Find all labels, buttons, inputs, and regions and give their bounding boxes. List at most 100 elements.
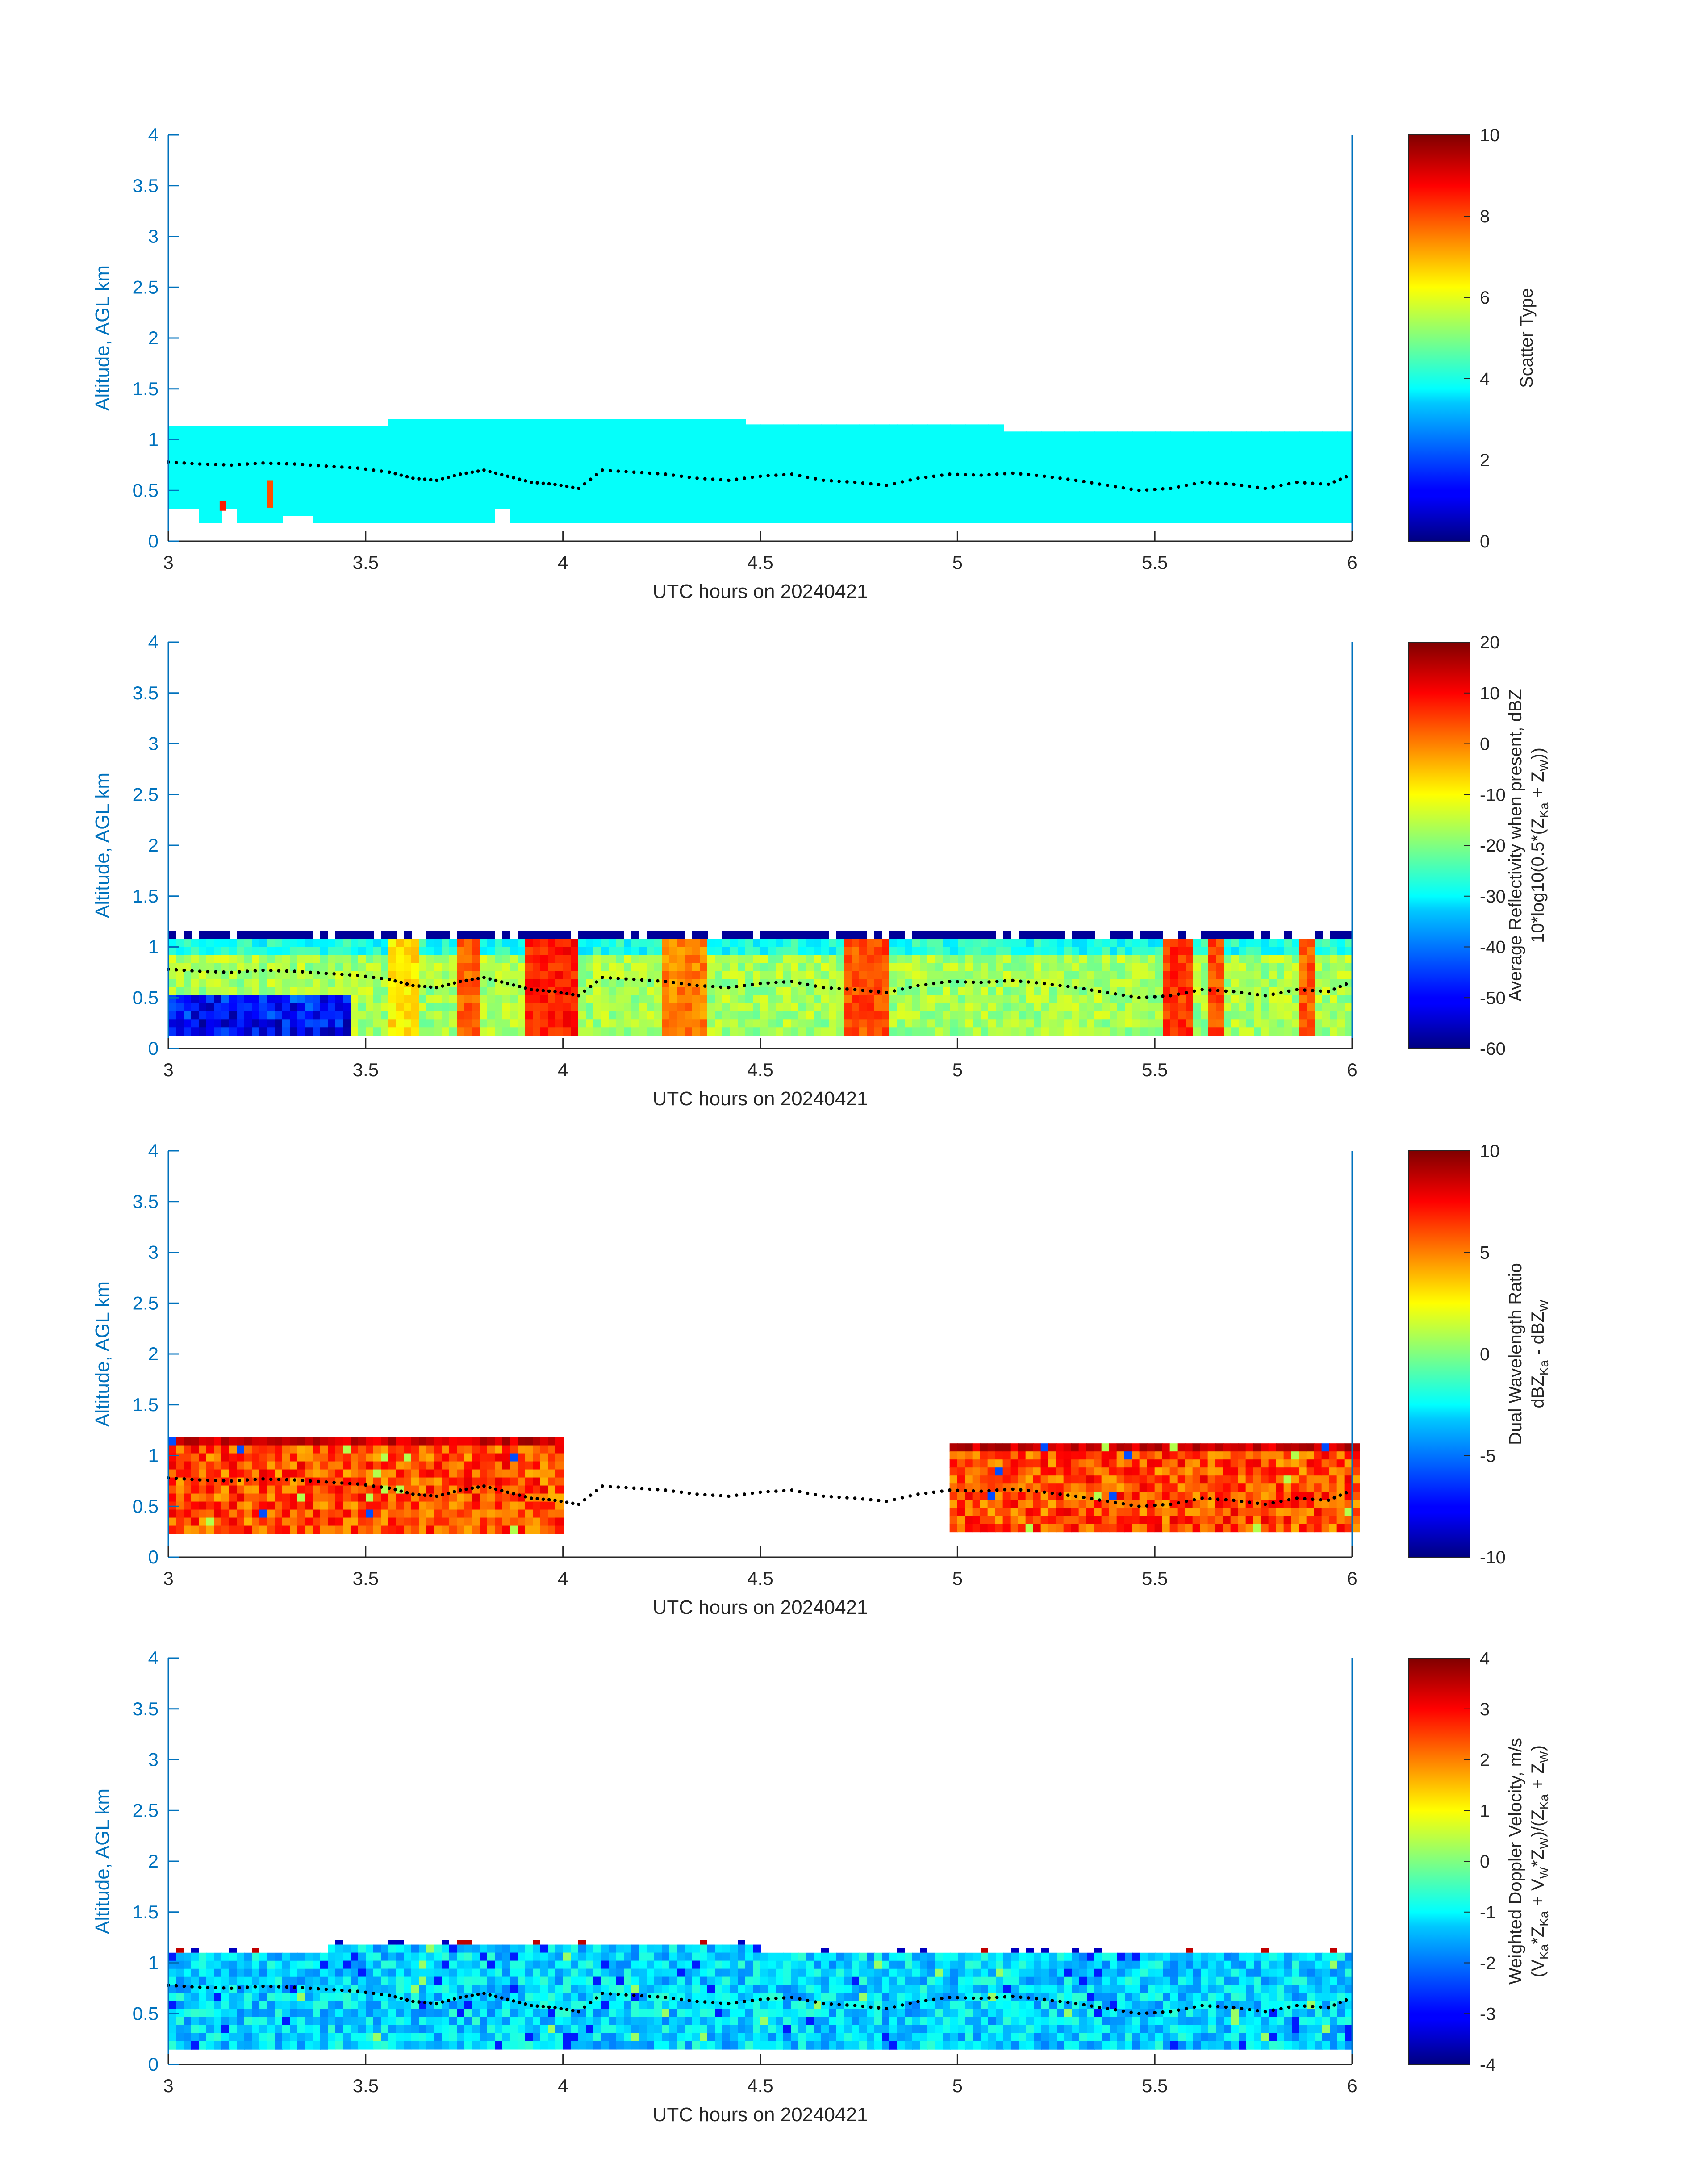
field-cell — [244, 1453, 252, 1462]
field-cell — [647, 1011, 655, 1020]
field-cell — [313, 1952, 321, 1961]
field-cell — [229, 1968, 237, 1977]
field-cell — [1216, 971, 1224, 980]
field-cell — [987, 1475, 996, 1484]
field-cell — [1314, 1483, 1322, 1492]
field-cell — [457, 2017, 465, 2026]
field-cell — [237, 1019, 245, 1028]
field-cell — [1215, 1483, 1224, 1492]
field-cell — [252, 1011, 260, 1020]
field-cell — [434, 1517, 442, 1526]
field-cell — [229, 426, 237, 509]
field-cell — [601, 1003, 609, 1012]
field-cell — [426, 1501, 434, 1510]
field-cell — [949, 1516, 958, 1525]
field-cell — [381, 1985, 389, 1993]
field-cell — [191, 2009, 199, 2018]
field-cell — [1284, 431, 1292, 523]
field-cell — [434, 1461, 442, 1470]
field-cell — [654, 1011, 662, 1020]
field-cell — [586, 1993, 594, 2002]
field-cell — [335, 1976, 343, 1985]
bl-dot — [512, 1492, 516, 1496]
field-cell — [889, 995, 898, 1004]
field-cell — [730, 2025, 738, 2034]
field-cell — [252, 979, 260, 988]
field-cell — [297, 1976, 305, 1985]
field-cell — [609, 963, 617, 972]
field-cell — [571, 939, 579, 948]
field-cell — [1033, 1467, 1041, 1476]
field-cell — [373, 1493, 381, 1502]
field-cell — [1307, 431, 1315, 523]
colorbar-tick-label: 0 — [1480, 735, 1490, 754]
field-cell — [798, 931, 806, 939]
bl-dot — [1145, 1504, 1149, 1508]
bl-dot — [301, 970, 305, 974]
field-cell — [396, 1019, 404, 1028]
field-cell — [1155, 931, 1163, 939]
field-cell — [1162, 1459, 1170, 1468]
field-cell — [229, 1445, 237, 1454]
field-cell — [221, 1485, 230, 1494]
field-cell — [335, 1968, 343, 1977]
field-cell — [426, 1985, 434, 1993]
field-cell — [221, 1509, 230, 1518]
field-cell — [654, 1968, 662, 1977]
field-cell — [1140, 1027, 1148, 1036]
field-cell — [738, 971, 746, 980]
field-cell — [768, 1011, 776, 1020]
field-cell — [616, 987, 624, 996]
bl-dot — [174, 968, 178, 972]
field-cell — [1078, 1483, 1087, 1492]
field-cell — [548, 987, 556, 996]
bl-dot — [1042, 982, 1046, 986]
field-cell — [1207, 1500, 1216, 1508]
bl-dot — [1090, 988, 1094, 992]
field-cell — [168, 1477, 176, 1486]
field-cell — [1041, 947, 1049, 956]
field-cell — [290, 1453, 298, 1462]
field-cell — [1116, 1508, 1125, 1517]
field-cell — [396, 1993, 404, 2002]
field-cell — [184, 1453, 192, 1462]
field-cell — [889, 1003, 898, 1012]
field-cell — [221, 426, 230, 509]
field-cell — [601, 1985, 609, 1993]
field-cell — [555, 1501, 564, 1510]
field-cell — [1025, 1475, 1034, 1484]
field-cell — [1177, 1516, 1186, 1525]
field-cell — [814, 1003, 822, 1012]
field-cell — [700, 987, 708, 996]
field-cell — [525, 931, 533, 939]
field-cell — [662, 939, 670, 948]
bl-dot — [441, 984, 444, 988]
field-cell — [1337, 931, 1345, 939]
field-cell — [1246, 947, 1254, 956]
field-cell — [1140, 1003, 1148, 1012]
field-cell — [798, 979, 806, 988]
field-cell — [715, 971, 723, 980]
field-cell — [920, 939, 928, 948]
field-cell — [852, 1003, 860, 1012]
field-cell — [935, 1011, 943, 1020]
field-cell — [206, 947, 214, 956]
field-cell — [449, 1019, 457, 1028]
field-cell — [502, 931, 510, 939]
bl-dot — [488, 1486, 492, 1489]
bl-dot — [356, 974, 359, 977]
field-cell — [1253, 1508, 1261, 1517]
field-cell — [957, 1483, 965, 1492]
field-cell — [297, 1985, 305, 1993]
field-cell — [351, 979, 359, 988]
bl-dot — [1106, 484, 1109, 487]
field-cell — [259, 1993, 267, 2002]
field-cell — [214, 987, 222, 996]
field-cell — [358, 1493, 366, 1502]
field-cell — [1336, 1516, 1345, 1525]
field-cell — [221, 1517, 230, 1526]
field-cell — [996, 955, 1004, 964]
field-cell — [214, 1952, 222, 1961]
field-cell — [305, 2009, 313, 2018]
field-cell — [1170, 971, 1178, 980]
